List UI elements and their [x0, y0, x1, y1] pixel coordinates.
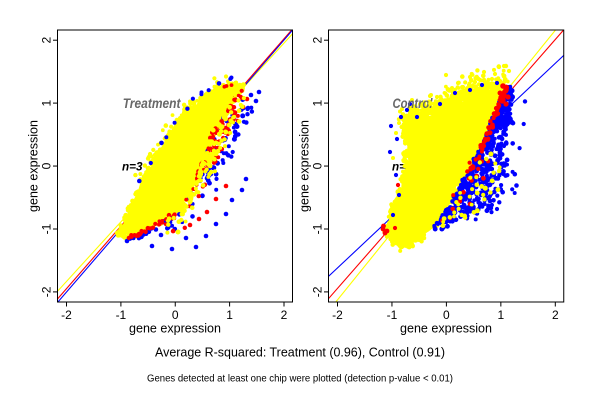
svg-text:-1: -1 — [387, 308, 398, 322]
svg-text:2: 2 — [311, 37, 325, 44]
svg-text:n=3: n=3 — [122, 162, 143, 174]
svg-text:1: 1 — [498, 308, 505, 322]
svg-text:-2: -2 — [311, 286, 325, 297]
svg-text:2: 2 — [40, 37, 54, 44]
svg-text:-1: -1 — [311, 223, 325, 234]
svg-text:-2: -2 — [61, 308, 72, 322]
svg-text:gene expression: gene expression — [129, 321, 221, 336]
svg-text:0: 0 — [443, 308, 450, 322]
svg-text:-1: -1 — [116, 308, 127, 322]
svg-text:0: 0 — [311, 162, 325, 169]
svg-text:1: 1 — [226, 308, 233, 322]
svg-text:2: 2 — [281, 308, 288, 322]
svg-text:-2: -2 — [40, 286, 54, 297]
svg-text:0: 0 — [40, 162, 54, 169]
svg-text:-2: -2 — [332, 308, 343, 322]
svg-text:-1: -1 — [40, 223, 54, 234]
svg-text:gene expression: gene expression — [25, 120, 40, 212]
svg-text:0: 0 — [172, 308, 179, 322]
svg-text:1: 1 — [40, 99, 54, 106]
svg-text:Genes detected at least one ch: Genes detected at least one chip were pl… — [147, 374, 453, 385]
svg-text:1: 1 — [311, 99, 325, 106]
svg-text:Treatment: Treatment — [123, 96, 181, 111]
svg-text:Average R-squared: Treatment (: Average R-squared: Treatment (0.96), Con… — [155, 345, 445, 360]
svg-text:Control: Control — [393, 96, 433, 111]
svg-text:2: 2 — [552, 308, 559, 322]
svg-text:gene expression: gene expression — [400, 321, 492, 336]
svg-text:gene expression: gene expression — [296, 120, 311, 212]
